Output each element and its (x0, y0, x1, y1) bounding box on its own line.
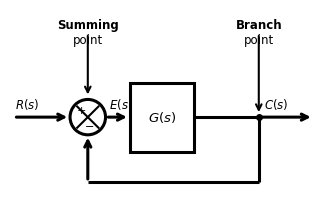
Text: $R(s)$: $R(s)$ (15, 97, 40, 112)
Text: +: + (76, 107, 86, 117)
Text: $G(s)$: $G(s)$ (148, 110, 176, 125)
Bar (130, 83, 194, 152)
Text: $-$: $-$ (84, 120, 94, 130)
Text: Summing: Summing (57, 19, 119, 32)
Text: $C(s)$: $C(s)$ (264, 97, 288, 112)
Text: Branch: Branch (236, 19, 282, 32)
Text: point: point (244, 34, 274, 47)
Text: $E(s)$: $E(s)$ (109, 97, 133, 112)
Text: point: point (73, 34, 103, 47)
